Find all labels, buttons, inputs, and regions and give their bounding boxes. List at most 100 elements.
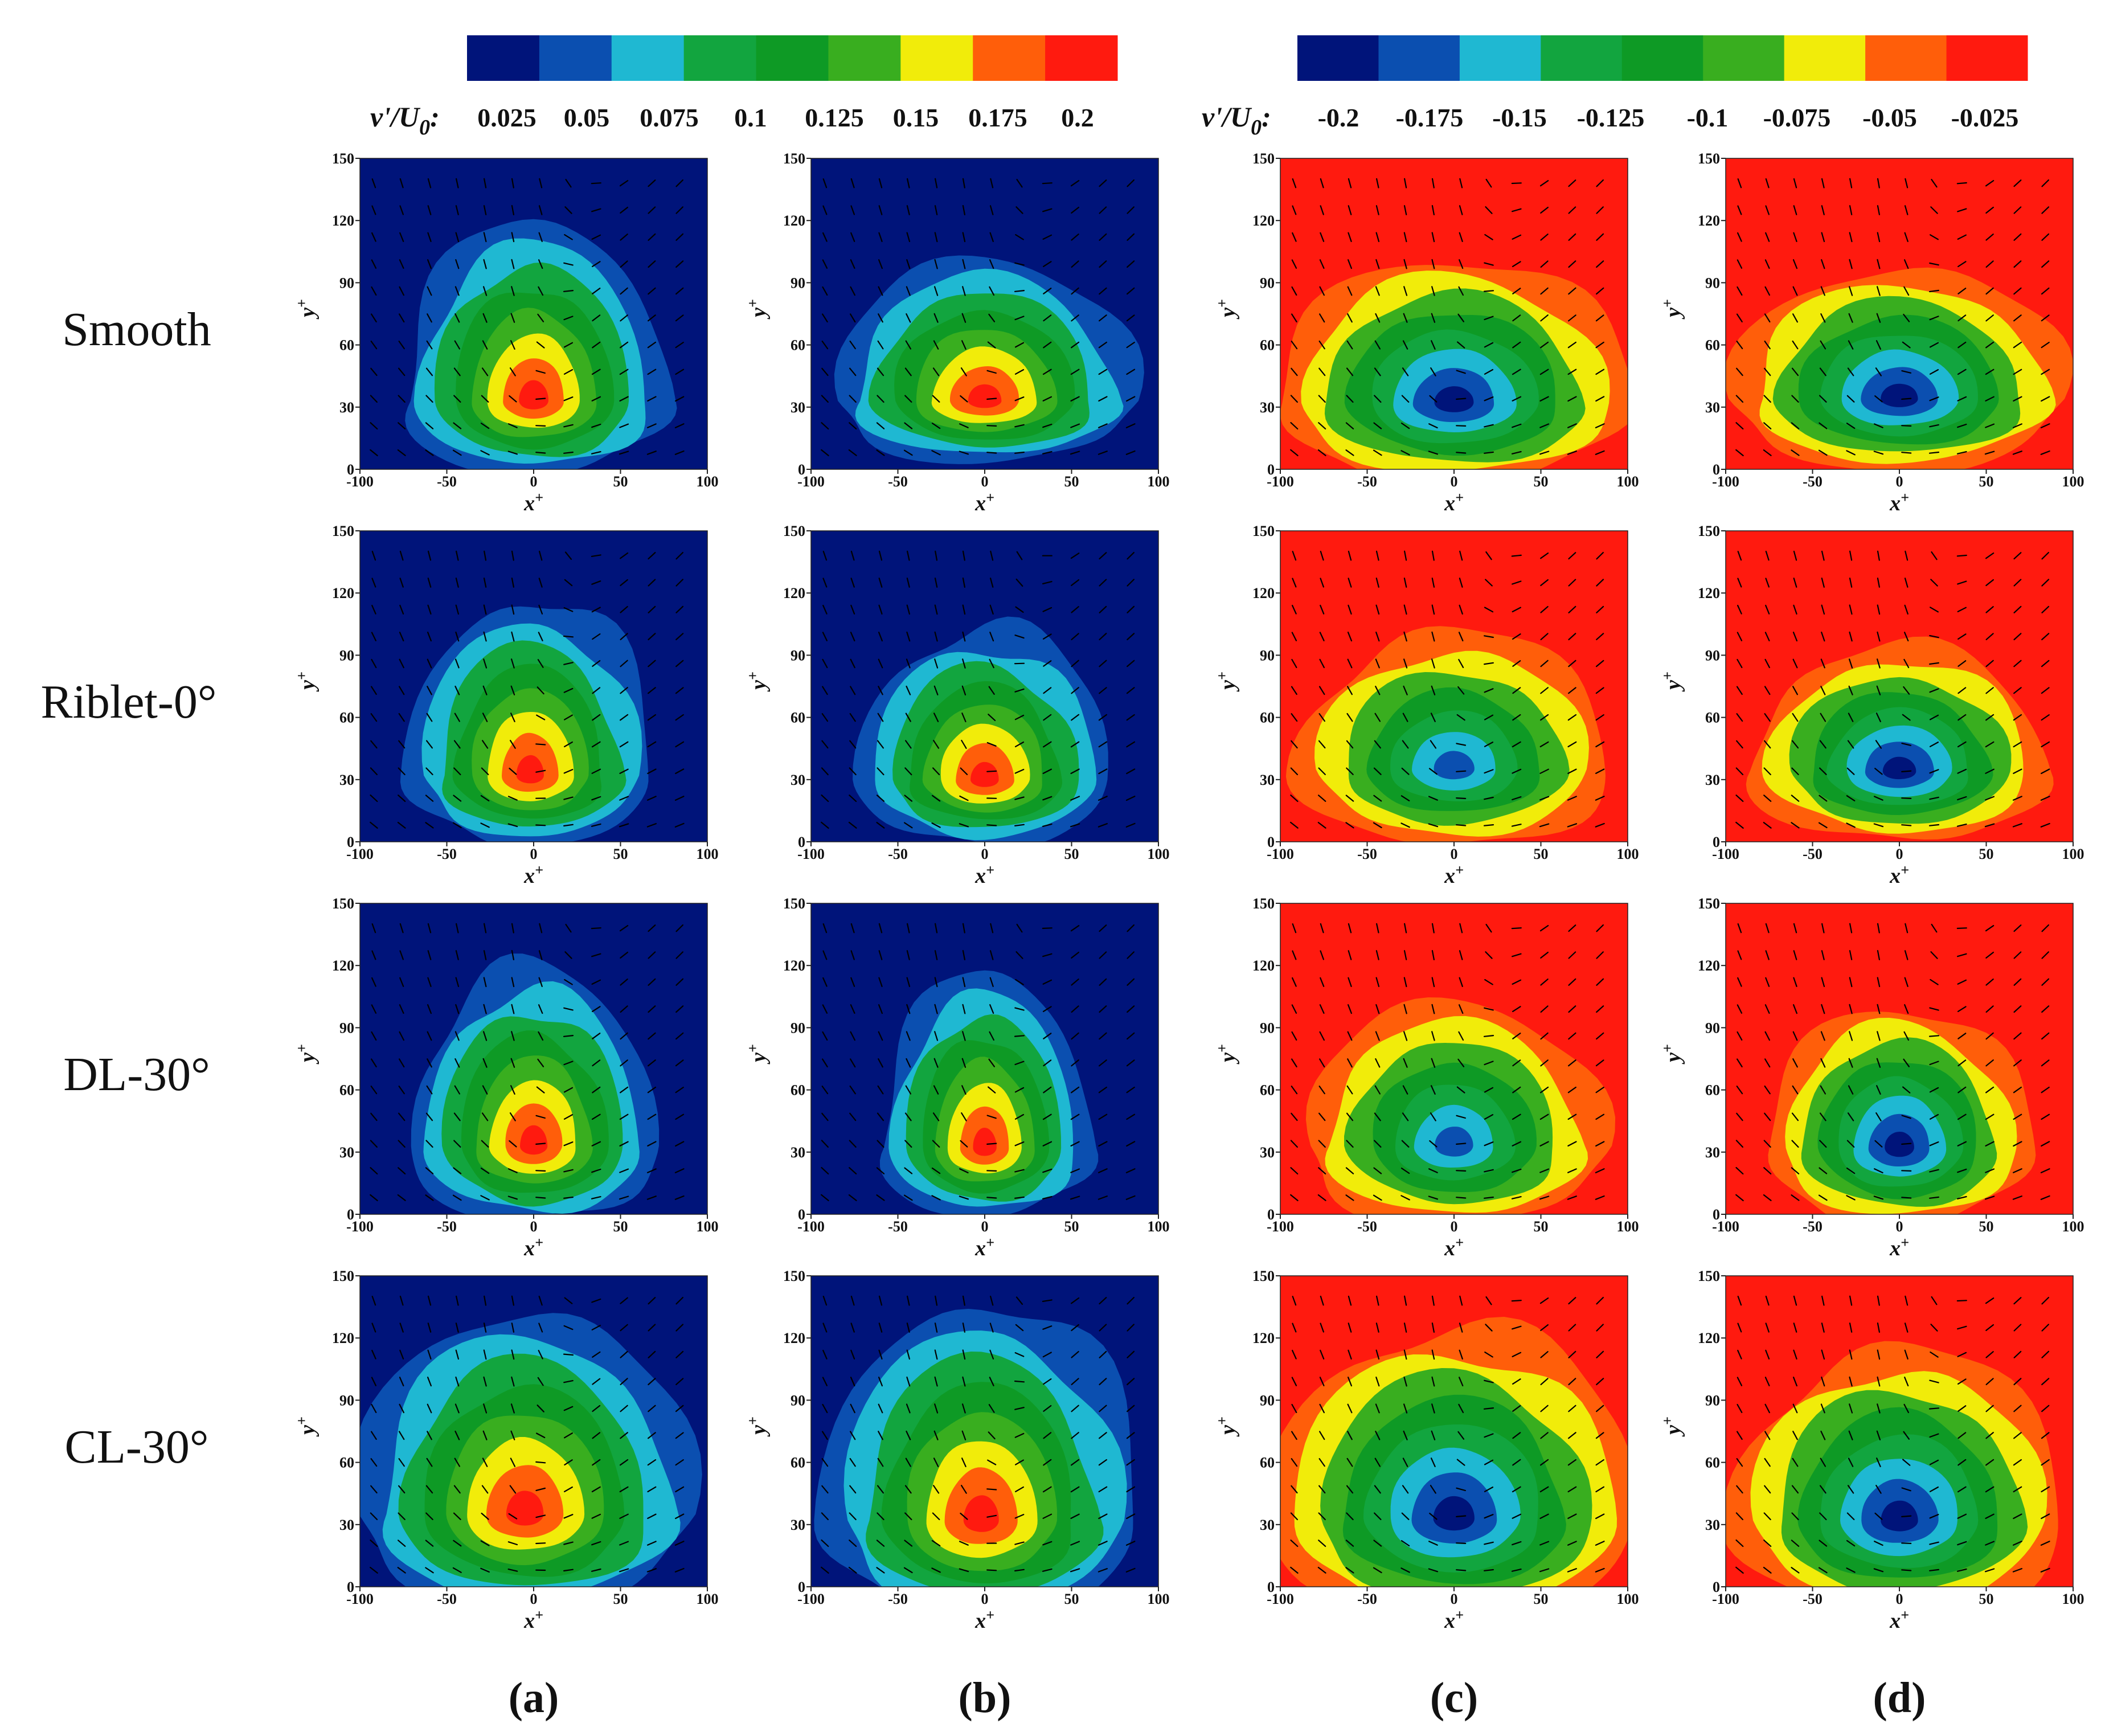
vector-arrow xyxy=(1290,395,1298,403)
x-tick-label: -50 xyxy=(1357,1218,1377,1235)
vector-arrow xyxy=(934,631,938,642)
vector-arrow xyxy=(1099,978,1107,986)
vector-arrow xyxy=(931,422,941,429)
vector-arrow xyxy=(1431,1085,1436,1095)
vector-arrow xyxy=(1957,633,1967,640)
vector-arrow xyxy=(848,449,857,456)
x-tick-label: -50 xyxy=(888,1218,908,1235)
vector-arrow xyxy=(1904,1377,1909,1387)
vector-arrow xyxy=(1957,660,1967,667)
vector-arrow xyxy=(1347,1403,1353,1414)
vector-arrow xyxy=(1484,1196,1494,1199)
vector-arrow xyxy=(674,822,685,828)
x-axis-label: x+ xyxy=(974,1607,994,1633)
vector-arrow xyxy=(1431,923,1435,933)
vector-arrow xyxy=(398,795,406,803)
vector-arrow xyxy=(1736,341,1743,350)
vector-arrow xyxy=(1595,741,1605,748)
vector-arrow xyxy=(1512,314,1521,322)
vector-arrow xyxy=(1319,313,1325,323)
vector-arrow xyxy=(1348,550,1352,561)
vector-arrow xyxy=(1819,767,1827,775)
vector-arrow xyxy=(425,1485,433,1494)
x-tick-label: 50 xyxy=(1534,1591,1549,1607)
vector-arrow xyxy=(509,767,517,775)
vector-arrow xyxy=(1957,1006,1967,1013)
vector-arrow xyxy=(1875,340,1881,350)
vector-arrow xyxy=(1821,950,1825,960)
vector-arrow xyxy=(933,713,939,722)
y-axis-label: y+ xyxy=(293,1416,320,1437)
vector-arrow xyxy=(1957,341,1967,349)
vector-arrow xyxy=(399,604,404,615)
vector-arrow xyxy=(959,1168,969,1174)
x-axis-label-sup: + xyxy=(535,1607,543,1623)
vector-arrow xyxy=(483,1349,487,1360)
y-tick-label: 150 xyxy=(1252,1268,1275,1284)
y-axis-label: y+ xyxy=(1659,299,1685,320)
vector-arrow xyxy=(674,796,685,801)
vector-arrow xyxy=(538,604,543,615)
x-tick-label: 100 xyxy=(1148,1591,1170,1607)
vector-arrow xyxy=(905,340,912,350)
vector-arrow xyxy=(1765,178,1770,189)
vector-arrow xyxy=(2041,978,2050,986)
vector-arrow xyxy=(1126,687,1135,694)
y-tick-label: 0 xyxy=(1713,1206,1720,1223)
vector-arrow xyxy=(591,261,601,267)
vector-arrow xyxy=(934,178,938,189)
vector-arrow xyxy=(398,1140,406,1148)
vector-arrow xyxy=(905,713,911,722)
vector-arrow xyxy=(1902,341,1911,349)
vector-arrow xyxy=(1375,578,1379,588)
vector-arrow xyxy=(822,232,828,242)
vector-arrow xyxy=(1346,395,1354,403)
vector-arrow xyxy=(1820,685,1826,695)
vector-arrow xyxy=(1539,1513,1549,1519)
vector-arrow xyxy=(370,395,378,403)
vector-arrow xyxy=(536,714,546,720)
vector-arrow xyxy=(369,1566,378,1574)
vector-arrow xyxy=(1791,1194,1800,1201)
vector-arrow xyxy=(961,313,967,323)
vector-arrow xyxy=(1793,1377,1797,1387)
vector-arrow xyxy=(1070,1086,1080,1094)
x-tick-label: -100 xyxy=(1267,1591,1294,1607)
vector-arrow xyxy=(509,739,516,749)
vector-arrow xyxy=(648,1350,656,1358)
vector-arrow xyxy=(482,685,488,695)
vector-arrow xyxy=(1346,713,1353,722)
vector-arrow xyxy=(1512,1086,1521,1094)
vector-arrow xyxy=(1484,1487,1494,1492)
vector-arrow xyxy=(399,632,404,642)
y-tick-label: 30 xyxy=(791,1144,805,1161)
vector-arrow xyxy=(934,950,938,960)
vector-arrow xyxy=(1290,821,1299,829)
vector-arrow xyxy=(1071,687,1079,694)
vector-arrow xyxy=(1042,234,1052,240)
vector-arrow xyxy=(648,579,656,587)
vector-arrow xyxy=(1957,796,1967,801)
vector-arrow xyxy=(849,367,857,376)
y-axis-label: y+ xyxy=(744,672,771,692)
vector-arrow xyxy=(1291,686,1297,695)
vector-arrow xyxy=(1070,451,1080,455)
vector-arrow xyxy=(1376,923,1379,933)
vector-arrow xyxy=(1014,1459,1025,1465)
vector-arrow xyxy=(1374,740,1381,749)
contour-level xyxy=(1433,1496,1475,1531)
vector-arrow xyxy=(1404,178,1407,189)
vector-arrow xyxy=(1901,742,1912,746)
vector-arrow xyxy=(398,686,405,695)
vector-arrow xyxy=(370,1540,378,1547)
vector-arrow xyxy=(1539,1568,1550,1573)
vector-arrow xyxy=(2041,1113,2050,1120)
vector-arrow xyxy=(563,1113,574,1120)
vector-arrow xyxy=(1735,1194,1744,1201)
vector-arrow xyxy=(564,951,572,959)
x-tick-label: 50 xyxy=(613,846,628,862)
vector-arrow xyxy=(482,313,488,323)
vector-arrow xyxy=(1347,658,1353,669)
vector-arrow xyxy=(480,822,490,828)
